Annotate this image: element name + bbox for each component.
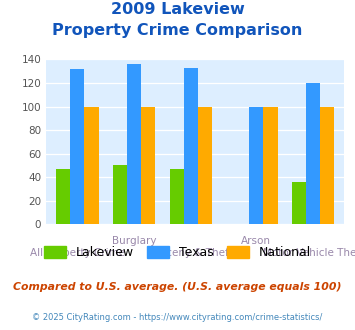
Bar bbox=[113, 165, 127, 224]
Text: Arson: Arson bbox=[241, 236, 271, 246]
Text: Larceny & Theft: Larceny & Theft bbox=[149, 248, 233, 257]
Bar bbox=[263, 107, 278, 224]
Text: All Property Crime: All Property Crime bbox=[30, 248, 125, 257]
Text: 2009 Lakeview: 2009 Lakeview bbox=[111, 2, 244, 16]
Bar bbox=[56, 169, 70, 224]
Bar bbox=[141, 107, 155, 224]
Text: Motor Vehicle Theft: Motor Vehicle Theft bbox=[263, 248, 355, 257]
Text: Burglary: Burglary bbox=[112, 236, 157, 246]
Bar bbox=[198, 107, 212, 224]
Bar bbox=[184, 68, 198, 224]
Bar bbox=[292, 182, 306, 224]
Text: © 2025 CityRating.com - https://www.cityrating.com/crime-statistics/: © 2025 CityRating.com - https://www.city… bbox=[32, 314, 323, 322]
Text: Property Crime Comparison: Property Crime Comparison bbox=[52, 23, 303, 38]
Bar bbox=[70, 69, 84, 224]
Bar bbox=[84, 107, 99, 224]
Bar bbox=[320, 107, 334, 224]
Bar bbox=[249, 107, 263, 224]
Legend: Lakeview, Texas, National: Lakeview, Texas, National bbox=[39, 241, 316, 264]
Bar bbox=[170, 169, 184, 224]
Bar bbox=[127, 64, 141, 224]
Text: Compared to U.S. average. (U.S. average equals 100): Compared to U.S. average. (U.S. average … bbox=[13, 282, 342, 292]
Bar bbox=[306, 83, 320, 224]
